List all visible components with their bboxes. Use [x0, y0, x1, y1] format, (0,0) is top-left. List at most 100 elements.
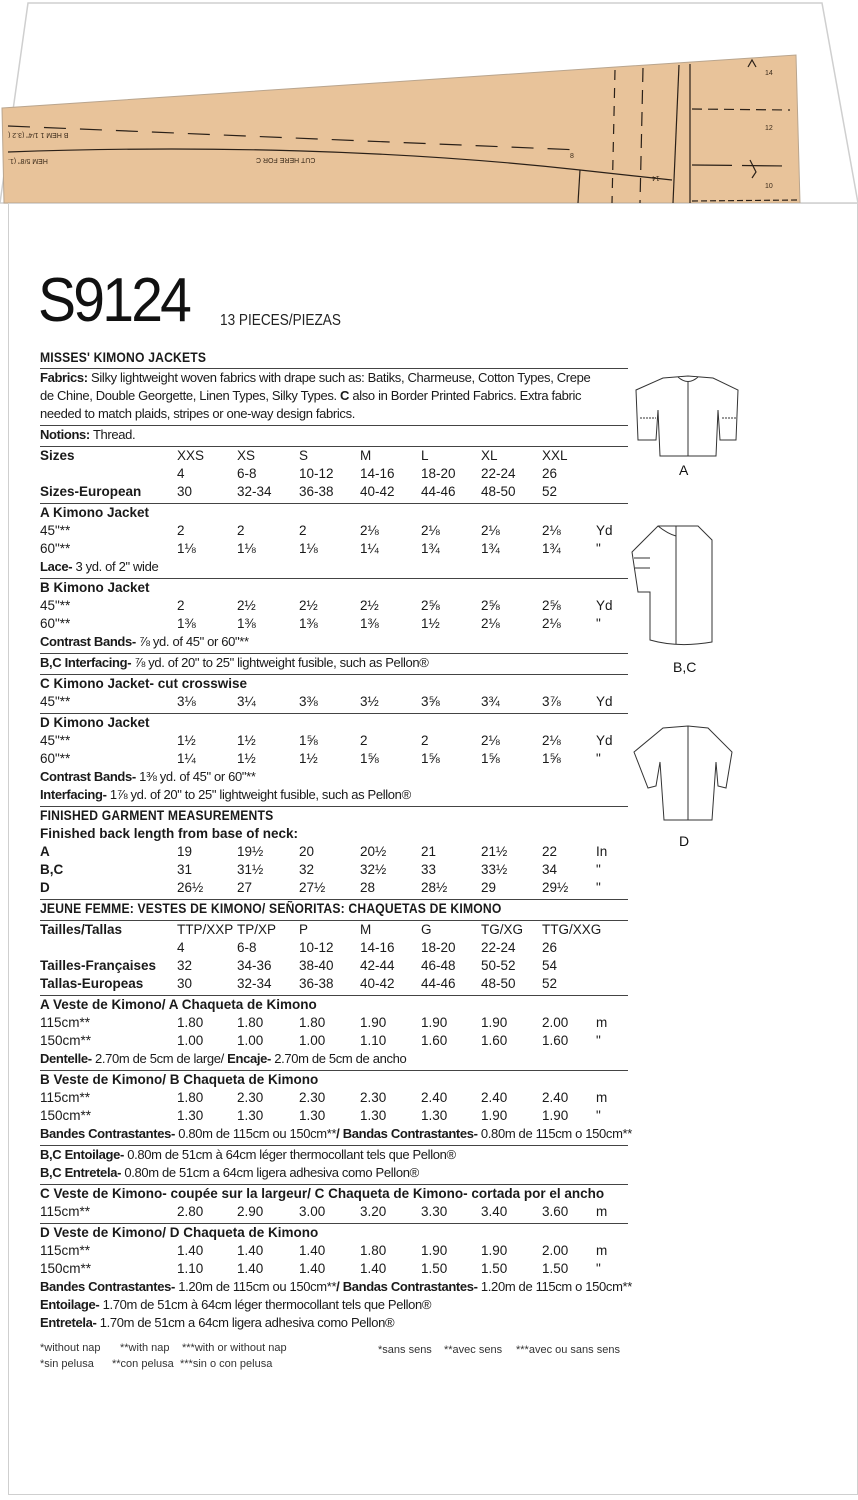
chart-section: D Veste de Kimono/ D Chaqueta de Kimono 1…: [40, 1223, 632, 1334]
row-label: B,C: [40, 862, 64, 877]
chart-section: JEUNE FEMME: VESTES DE KIMONO/ SEÑORITAS…: [40, 899, 628, 920]
size-value: M: [360, 448, 372, 463]
chart-row: 115cm** 1.40 1.40 1.40 1.80 1.90 1.90 2.00 m: [40, 1242, 628, 1260]
unit: ": [596, 1033, 601, 1048]
unit: m: [596, 1090, 608, 1105]
size-value: 2: [421, 733, 429, 748]
size-value: 34: [542, 862, 558, 877]
size-value: 1⅝: [299, 733, 318, 748]
row-label: Finished back length from base of neck:: [40, 826, 299, 841]
jacket-bc-illustration: [631, 525, 713, 646]
chart-row: A Veste de Kimono/ A Chaqueta de Kimono: [40, 996, 628, 1014]
size-value: 2½: [360, 598, 379, 613]
chart-section: B,C Interfacing- ⅞ yd. of 20" to 25" lig…: [40, 653, 628, 674]
note-label: Lace-: [40, 559, 73, 574]
size-value: 27½: [299, 880, 326, 895]
note-value: also in Border Printed Fabrics. Extra fa…: [349, 388, 582, 403]
size-value: 46-48: [421, 958, 456, 973]
chart-row: Tailles-Françaises 32 34-36 38-40 42-44 46-48…: [40, 957, 628, 975]
chart-row: B Kimono Jacket: [40, 579, 628, 597]
note-value: ⅞ yd. of 20" to 25" lightweight fusible,…: [131, 655, 429, 670]
row-label: 115cm**: [40, 1090, 91, 1105]
size-value: 22-24: [481, 466, 516, 481]
size-value: 38-40: [299, 958, 334, 973]
row-label: 45"**: [40, 523, 71, 538]
footnote: ***with or without nap: [182, 1342, 287, 1354]
size-value: 2⅛: [542, 733, 561, 748]
jacket-d-illustration: [633, 725, 733, 821]
size-value: 1⅝: [542, 751, 561, 766]
size-value: 1½: [299, 751, 318, 766]
size-value: 40-42: [360, 484, 395, 499]
figure-label-bc: B,C: [673, 659, 697, 675]
size-value: 30: [177, 976, 193, 991]
note-text: de Chine, Double Georgette, Linen Types,…: [40, 387, 582, 405]
chart-section: D Kimono Jacket 45"** 1½ 1½ 1⅝ 2 2 2⅛ 2⅛ Yd 60"** 1…: [40, 713, 628, 806]
size-value: 1½: [421, 616, 440, 631]
footnotes: *without nap **with nap ***with or without…: [40, 1342, 630, 1376]
chart-row: needed to match plaids, stripes or one-w…: [40, 405, 628, 423]
chart-section: A Veste de Kimono/ A Chaqueta de Kimono 1…: [40, 995, 628, 1070]
chart-section: Sizes XXS XS S M L XL XXL 4 6-8 10-12 14-16 18-20 22-…: [40, 446, 628, 503]
size-value: 1.80: [299, 1015, 326, 1030]
size-value: 3⅛: [177, 694, 196, 709]
unit: In: [596, 844, 608, 859]
chart-row: Contrast Bands- 1⅜ yd. of 45" or 60"**: [40, 768, 628, 786]
size-value: 1.90: [481, 1243, 508, 1258]
unit: ": [596, 751, 601, 766]
size-value: 2.30: [237, 1090, 264, 1105]
note-text: Entretela- 1.70m de 51cm a 64cm ligera a…: [40, 1314, 395, 1332]
size-value: 6-8: [237, 466, 257, 481]
size-value: 2.40: [481, 1090, 508, 1105]
note-label: Fabrics:: [40, 370, 88, 385]
size-value: 2½: [299, 598, 318, 613]
size-value: 1.40: [177, 1243, 204, 1258]
pattern-label: HEM 5/8" (1.: [8, 157, 48, 164]
size-value: 1⅜: [360, 616, 379, 631]
row-label: Sizes-European: [40, 484, 142, 499]
chart-row: Lace- 3 yd. of 2" wide: [40, 558, 628, 576]
size-value: 2: [237, 523, 245, 538]
size-value: 1.30: [237, 1108, 264, 1123]
size-value: 2⅛: [542, 523, 561, 538]
note-label: / Bandas Contrastantes-: [336, 1126, 478, 1141]
chart-section: B,C Entoilage- 0.80m de 51cm à 64cm lége…: [40, 1145, 628, 1184]
size-value: 19½: [237, 844, 264, 859]
note-text: B,C Interfacing- ⅞ yd. of 20" to 25" lig…: [40, 654, 429, 672]
chart-row: Bandes Contrastantes- 0.80m de 115cm ou …: [40, 1125, 632, 1143]
size-value: 1.50: [542, 1261, 569, 1276]
note-value: Thread.: [89, 427, 136, 442]
row-label: A Veste de Kimono/ A Chaqueta de Kimono: [40, 997, 317, 1012]
chart-row: Dentelle- 2.70m de 5cm de large/ Encaje-…: [40, 1050, 628, 1068]
note-value: ⅞ yd. of 45" or 60"**: [135, 634, 249, 649]
chart-row: D Veste de Kimono/ D Chaqueta de Kimono: [40, 1224, 628, 1242]
size-value: M: [360, 922, 372, 937]
size-value: 1.40: [299, 1261, 326, 1276]
size-value: 3.30: [421, 1204, 448, 1219]
size-value: 2⅛: [360, 523, 379, 538]
size-value: 29½: [542, 880, 569, 895]
row-label: B Kimono Jacket: [40, 580, 150, 595]
size-value: 3⅞: [542, 694, 561, 709]
pattern-markings: [7, 58, 801, 204]
chart-row: 115cm** 2.80 2.90 3.00 3.20 3.30 3.40 3.60 m: [40, 1203, 628, 1221]
size-value: 52: [542, 976, 558, 991]
note-label: B,C Interfacing-: [40, 655, 132, 670]
chart-row: 115cm** 1.80 2.30 2.30 2.30 2.40 2.40 2.40 m: [40, 1089, 628, 1107]
size-value: 2: [177, 598, 185, 613]
piece-count: 13 PIECES/PIEZAS: [220, 312, 341, 329]
row-label: 150cm**: [40, 1033, 92, 1048]
note-label: Entretela-: [40, 1315, 97, 1330]
size-value: 1⅛: [237, 541, 256, 556]
size-value: G: [421, 922, 432, 937]
chart-row: Notions: Thread.: [40, 426, 628, 444]
size-value: 1⅝: [481, 751, 500, 766]
size-value: 2⅝: [481, 598, 500, 613]
chart-section: C Kimono Jacket- cut crosswise 45"** 3⅛ 3¼ 3…: [40, 674, 628, 713]
note-text: Bandes Contrastantes- 1.20m de 115cm ou …: [40, 1278, 632, 1296]
footnote: *sin pelusa: [40, 1358, 94, 1370]
size-value: 1.90: [481, 1108, 508, 1123]
chart-row: A Kimono Jacket: [40, 504, 628, 522]
section-heading: JEUNE FEMME: VESTES DE KIMONO/ SEÑORITAS…: [40, 901, 502, 916]
section-heading: MISSES' KIMONO JACKETS: [40, 350, 207, 365]
